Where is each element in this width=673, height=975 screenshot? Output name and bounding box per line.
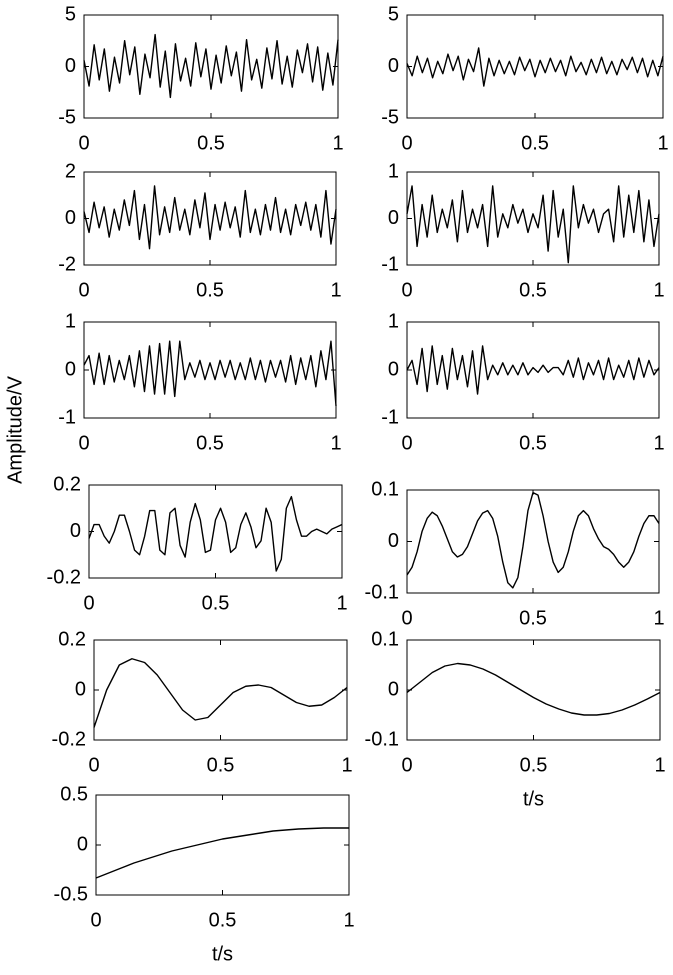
x-tick-label: 1 [336,592,347,614]
x-tick-label: 1 [330,432,341,454]
signal-line [406,662,661,716]
x-tick-label: 0.5 [521,132,549,154]
signal-line [406,491,660,589]
x-tick-label: 0 [401,607,412,629]
x-tick-label: 0.5 [519,432,547,454]
plot-frame [95,794,350,896]
x-tick-label: 0.5 [207,754,235,776]
y-axis-label: Amplitude/V [4,375,26,483]
signal-line [83,340,337,407]
signal-line [95,827,349,879]
x-tick-label: 1 [653,432,664,454]
y-tick-label: 1 [65,310,76,332]
x-tick-label: 1 [657,132,668,154]
x-tick-label: 0 [90,909,101,931]
x-tick-label: 0.5 [196,279,224,301]
x-tick-label: 0 [88,754,99,776]
y-tick-label: 0.1 [371,628,399,650]
y-tick-label: 0.2 [53,473,81,495]
signal-line [88,495,343,572]
x-tick-label: 1 [654,754,665,776]
y-tick-label: 0.2 [58,628,86,650]
y-tick-label: -1 [58,406,76,428]
signal-line [406,345,660,395]
plot-frame [93,639,348,741]
y-tick-label: 1 [388,310,399,332]
x-tick-label: 0 [401,432,412,454]
y-tick-label: 0.1 [371,478,399,500]
y-tick-label: 0 [65,55,76,77]
x-tick-label: 0 [401,132,412,154]
x-tick-label: 0.5 [196,432,224,454]
y-tick-label: 0 [77,833,88,855]
x-tick-label: 0 [78,132,89,154]
y-tick-label: -0.1 [365,581,399,603]
x-tick-label: 0 [83,592,94,614]
y-tick-label: -5 [381,106,399,128]
x-tick-label: 0 [78,432,89,454]
x-tick-label: 0.5 [209,909,237,931]
y-tick-label: -0.1 [365,728,399,750]
y-tick-label: -5 [58,106,76,128]
x-tick-label: 1 [343,909,354,931]
plot-frame [406,489,660,594]
y-tick-label: 0 [388,678,399,700]
x-axis-label: t/s [523,788,544,810]
y-tick-label: 1 [388,160,399,182]
x-tick-label: 0.5 [520,754,548,776]
x-axis-label: t/s [212,943,233,965]
x-tick-label: 1 [653,279,664,301]
signal-line [406,185,660,264]
y-tick-label: -0.2 [47,566,81,588]
signal-line [406,47,664,87]
y-tick-label: -0.2 [52,728,86,750]
x-tick-label: 0.5 [519,607,547,629]
x-tick-label: 1 [332,132,343,154]
x-tick-label: 0 [401,754,412,776]
y-tick-label: -1 [381,406,399,428]
y-tick-label: 0.5 [60,783,88,805]
y-tick-label: 5 [388,3,399,25]
y-tick-label: 2 [65,160,76,182]
y-tick-label: 0 [65,207,76,229]
y-tick-label: 0 [65,358,76,380]
x-tick-label: 0 [78,279,89,301]
x-tick-label: 0.5 [202,592,230,614]
x-tick-label: 0.5 [197,132,225,154]
y-tick-label: -0.5 [54,883,88,905]
signal-line [83,33,339,99]
y-tick-label: 0 [70,520,81,542]
plot-frame [88,484,343,579]
signal-line [93,658,348,728]
y-tick-label: 0 [75,678,86,700]
y-tick-label: -1 [381,253,399,275]
y-tick-label: 5 [65,3,76,25]
y-tick-label: -2 [58,253,76,275]
x-tick-label: 0.5 [519,279,547,301]
y-tick-label: 0 [388,207,399,229]
signal-line [83,185,337,250]
y-tick-label: 0 [388,358,399,380]
x-tick-label: 1 [653,607,664,629]
x-tick-label: 0 [401,279,412,301]
y-tick-label: 0 [388,530,399,552]
x-tick-label: 1 [341,754,352,776]
x-tick-label: 1 [330,279,341,301]
plot-frame [406,639,661,741]
y-tick-label: 0 [388,55,399,77]
